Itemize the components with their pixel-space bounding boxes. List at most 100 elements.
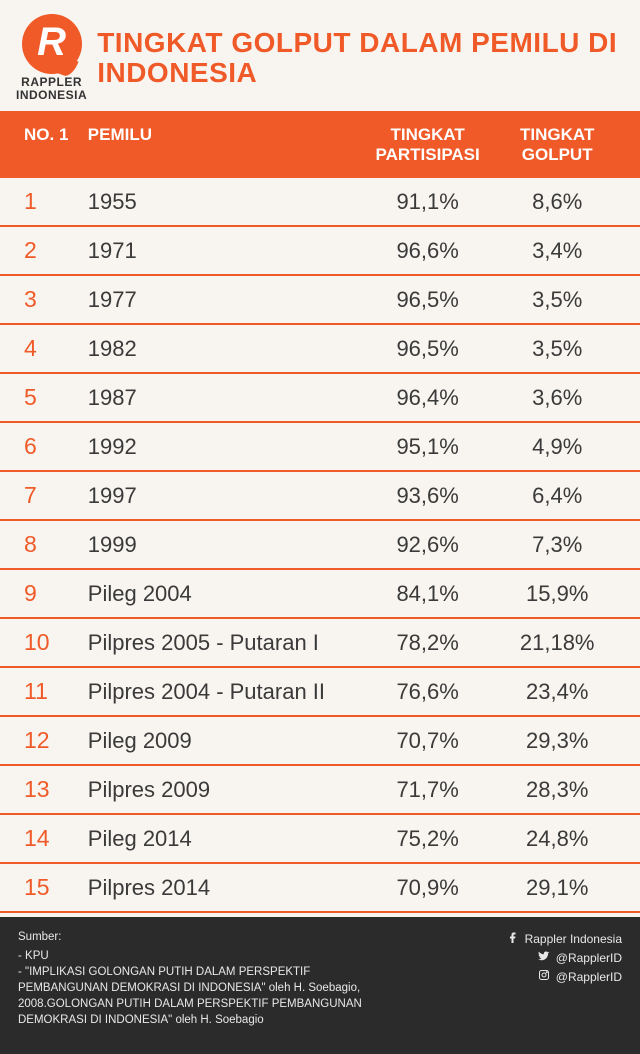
cell-no: 5 bbox=[24, 384, 88, 411]
cell-golput: 3,4% bbox=[498, 238, 616, 264]
col-no-header: NO. 1 bbox=[24, 125, 88, 164]
table-row: 10Pilpres 2005 - Putaran I78,2%21,18% bbox=[0, 619, 640, 668]
col-partisipasi-l1: TINGKAT bbox=[357, 125, 499, 145]
cell-no: 2 bbox=[24, 237, 88, 264]
table-row: 12Pileg 200970,7%29,3% bbox=[0, 717, 640, 766]
cell-name: 1997 bbox=[88, 483, 357, 509]
table-row: 13Pilpres 200971,7%28,3% bbox=[0, 766, 640, 815]
brand-name: RAPPLER INDONESIA bbox=[16, 76, 87, 101]
page-title: TINGKAT GOLPUT DALAM PEMILU DI INDONESIA bbox=[97, 28, 624, 87]
table-row: 2197196,6%3,4% bbox=[0, 227, 640, 276]
footer-socials: Rappler Indonesia @RapplerID @RapplerID bbox=[506, 929, 622, 1028]
table-row: 14Pileg 201475,2%24,8% bbox=[0, 815, 640, 864]
cell-name: Pilpres 2009 bbox=[88, 777, 357, 803]
header: R RAPPLER INDONESIA TINGKAT GOLPUT DALAM… bbox=[0, 0, 640, 111]
cell-no: 6 bbox=[24, 433, 88, 460]
twitter-icon bbox=[537, 950, 552, 967]
table-header: NO. 1 PEMILU TINGKAT PARTISIPASI TINGKAT… bbox=[0, 111, 640, 178]
cell-name: Pilpres 2004 - Putaran II bbox=[88, 679, 357, 705]
cell-golput: 3,5% bbox=[498, 336, 616, 362]
table-row: 3197796,5%3,5% bbox=[0, 276, 640, 325]
cell-name: Pilpres 2005 - Putaran I bbox=[88, 630, 357, 656]
col-golput-l1: TINGKAT bbox=[498, 125, 616, 145]
cell-golput: 24,8% bbox=[498, 826, 616, 852]
cell-partisipasi: 70,9% bbox=[357, 875, 499, 901]
cell-name: 1992 bbox=[88, 434, 357, 460]
cell-golput: 3,6% bbox=[498, 385, 616, 411]
cell-golput: 4,9% bbox=[498, 434, 616, 460]
table-row: 1195591,1%8,6% bbox=[0, 178, 640, 227]
social-facebook: Rappler Indonesia bbox=[506, 931, 622, 948]
social-twitter: @RapplerID bbox=[506, 950, 622, 967]
instagram-icon bbox=[537, 969, 552, 986]
cell-golput: 15,9% bbox=[498, 581, 616, 607]
table-row: 9Pileg 200484,1%15,9% bbox=[0, 570, 640, 619]
social-ig-label: @RapplerID bbox=[556, 970, 622, 984]
cell-golput: 7,3% bbox=[498, 532, 616, 558]
cell-no: 4 bbox=[24, 335, 88, 362]
cell-no: 10 bbox=[24, 629, 88, 656]
cell-no: 15 bbox=[24, 874, 88, 901]
cell-partisipasi: 71,7% bbox=[357, 777, 499, 803]
table-body: 1195591,1%8,6%2197196,6%3,4%3197796,5%3,… bbox=[0, 178, 640, 913]
cell-no: 12 bbox=[24, 727, 88, 754]
sumber-lines: - KPU- "IMPLIKASI GOLONGAN PUTIH DALAM P… bbox=[18, 948, 362, 1028]
cell-partisipasi: 76,6% bbox=[357, 679, 499, 705]
social-tw-label: @RapplerID bbox=[556, 951, 622, 965]
cell-no: 11 bbox=[24, 678, 88, 705]
cell-partisipasi: 95,1% bbox=[357, 434, 499, 460]
sumber-line: DEMOKRASI DI INDONESIA" oleh H. Soebagio bbox=[18, 1012, 362, 1028]
sumber-line: - "IMPLIKASI GOLONGAN PUTIH DALAM PERSPE… bbox=[18, 964, 362, 980]
rappler-logo-icon: R bbox=[22, 14, 82, 74]
cell-golput: 29,1% bbox=[498, 875, 616, 901]
cell-partisipasi: 96,6% bbox=[357, 238, 499, 264]
cell-golput: 8,6% bbox=[498, 189, 616, 215]
social-fb-label: Rappler Indonesia bbox=[525, 932, 622, 946]
cell-golput: 3,5% bbox=[498, 287, 616, 313]
cell-no: 7 bbox=[24, 482, 88, 509]
table-row: 15Pilpres 201470,9%29,1% bbox=[0, 864, 640, 913]
cell-name: Pilpres 2014 bbox=[88, 875, 357, 901]
cell-name: 1987 bbox=[88, 385, 357, 411]
cell-name: 1999 bbox=[88, 532, 357, 558]
cell-no: 1 bbox=[24, 188, 88, 215]
cell-partisipasi: 96,5% bbox=[357, 287, 499, 313]
cell-partisipasi: 92,6% bbox=[357, 532, 499, 558]
cell-no: 14 bbox=[24, 825, 88, 852]
cell-no: 3 bbox=[24, 286, 88, 313]
cell-name: Pileg 2004 bbox=[88, 581, 357, 607]
col-golput-l2: GOLPUT bbox=[498, 145, 616, 165]
cell-golput: 28,3% bbox=[498, 777, 616, 803]
col-golput-header: TINGKAT GOLPUT bbox=[498, 125, 616, 164]
cell-no: 13 bbox=[24, 776, 88, 803]
cell-partisipasi: 91,1% bbox=[357, 189, 499, 215]
cell-golput: 23,4% bbox=[498, 679, 616, 705]
table-row: 4198296,5%3,5% bbox=[0, 325, 640, 374]
cell-no: 8 bbox=[24, 531, 88, 558]
sumber-line: 2008.GOLONGAN PUTIH DALAM PERSPEKTIF PEM… bbox=[18, 996, 362, 1012]
brand-block: R RAPPLER INDONESIA bbox=[16, 14, 87, 101]
table-row: 5198796,4%3,6% bbox=[0, 374, 640, 423]
cell-golput: 21,18% bbox=[498, 630, 616, 656]
footer-sources: Sumber: - KPU- "IMPLIKASI GOLONGAN PUTIH… bbox=[18, 929, 362, 1028]
cell-partisipasi: 78,2% bbox=[357, 630, 499, 656]
cell-no: 9 bbox=[24, 580, 88, 607]
cell-name: Pileg 2014 bbox=[88, 826, 357, 852]
cell-name: 1971 bbox=[88, 238, 357, 264]
table-row: 7199793,6%6,4% bbox=[0, 472, 640, 521]
cell-golput: 29,3% bbox=[498, 728, 616, 754]
col-pemilu-header: PEMILU bbox=[88, 125, 357, 164]
cell-partisipasi: 96,4% bbox=[357, 385, 499, 411]
cell-partisipasi: 84,1% bbox=[357, 581, 499, 607]
cell-name: 1977 bbox=[88, 287, 357, 313]
social-instagram: @RapplerID bbox=[506, 969, 622, 986]
cell-partisipasi: 70,7% bbox=[357, 728, 499, 754]
sumber-line: PEMBANGUNAN DEMOKRASI DI INDONESIA" oleh… bbox=[18, 980, 362, 996]
sumber-line: - KPU bbox=[18, 948, 362, 964]
cell-partisipasi: 93,6% bbox=[357, 483, 499, 509]
cell-partisipasi: 96,5% bbox=[357, 336, 499, 362]
cell-name: 1955 bbox=[88, 189, 357, 215]
table-row: 11Pilpres 2004 - Putaran II76,6%23,4% bbox=[0, 668, 640, 717]
table-row: 8199992,6%7,3% bbox=[0, 521, 640, 570]
cell-name: Pileg 2009 bbox=[88, 728, 357, 754]
